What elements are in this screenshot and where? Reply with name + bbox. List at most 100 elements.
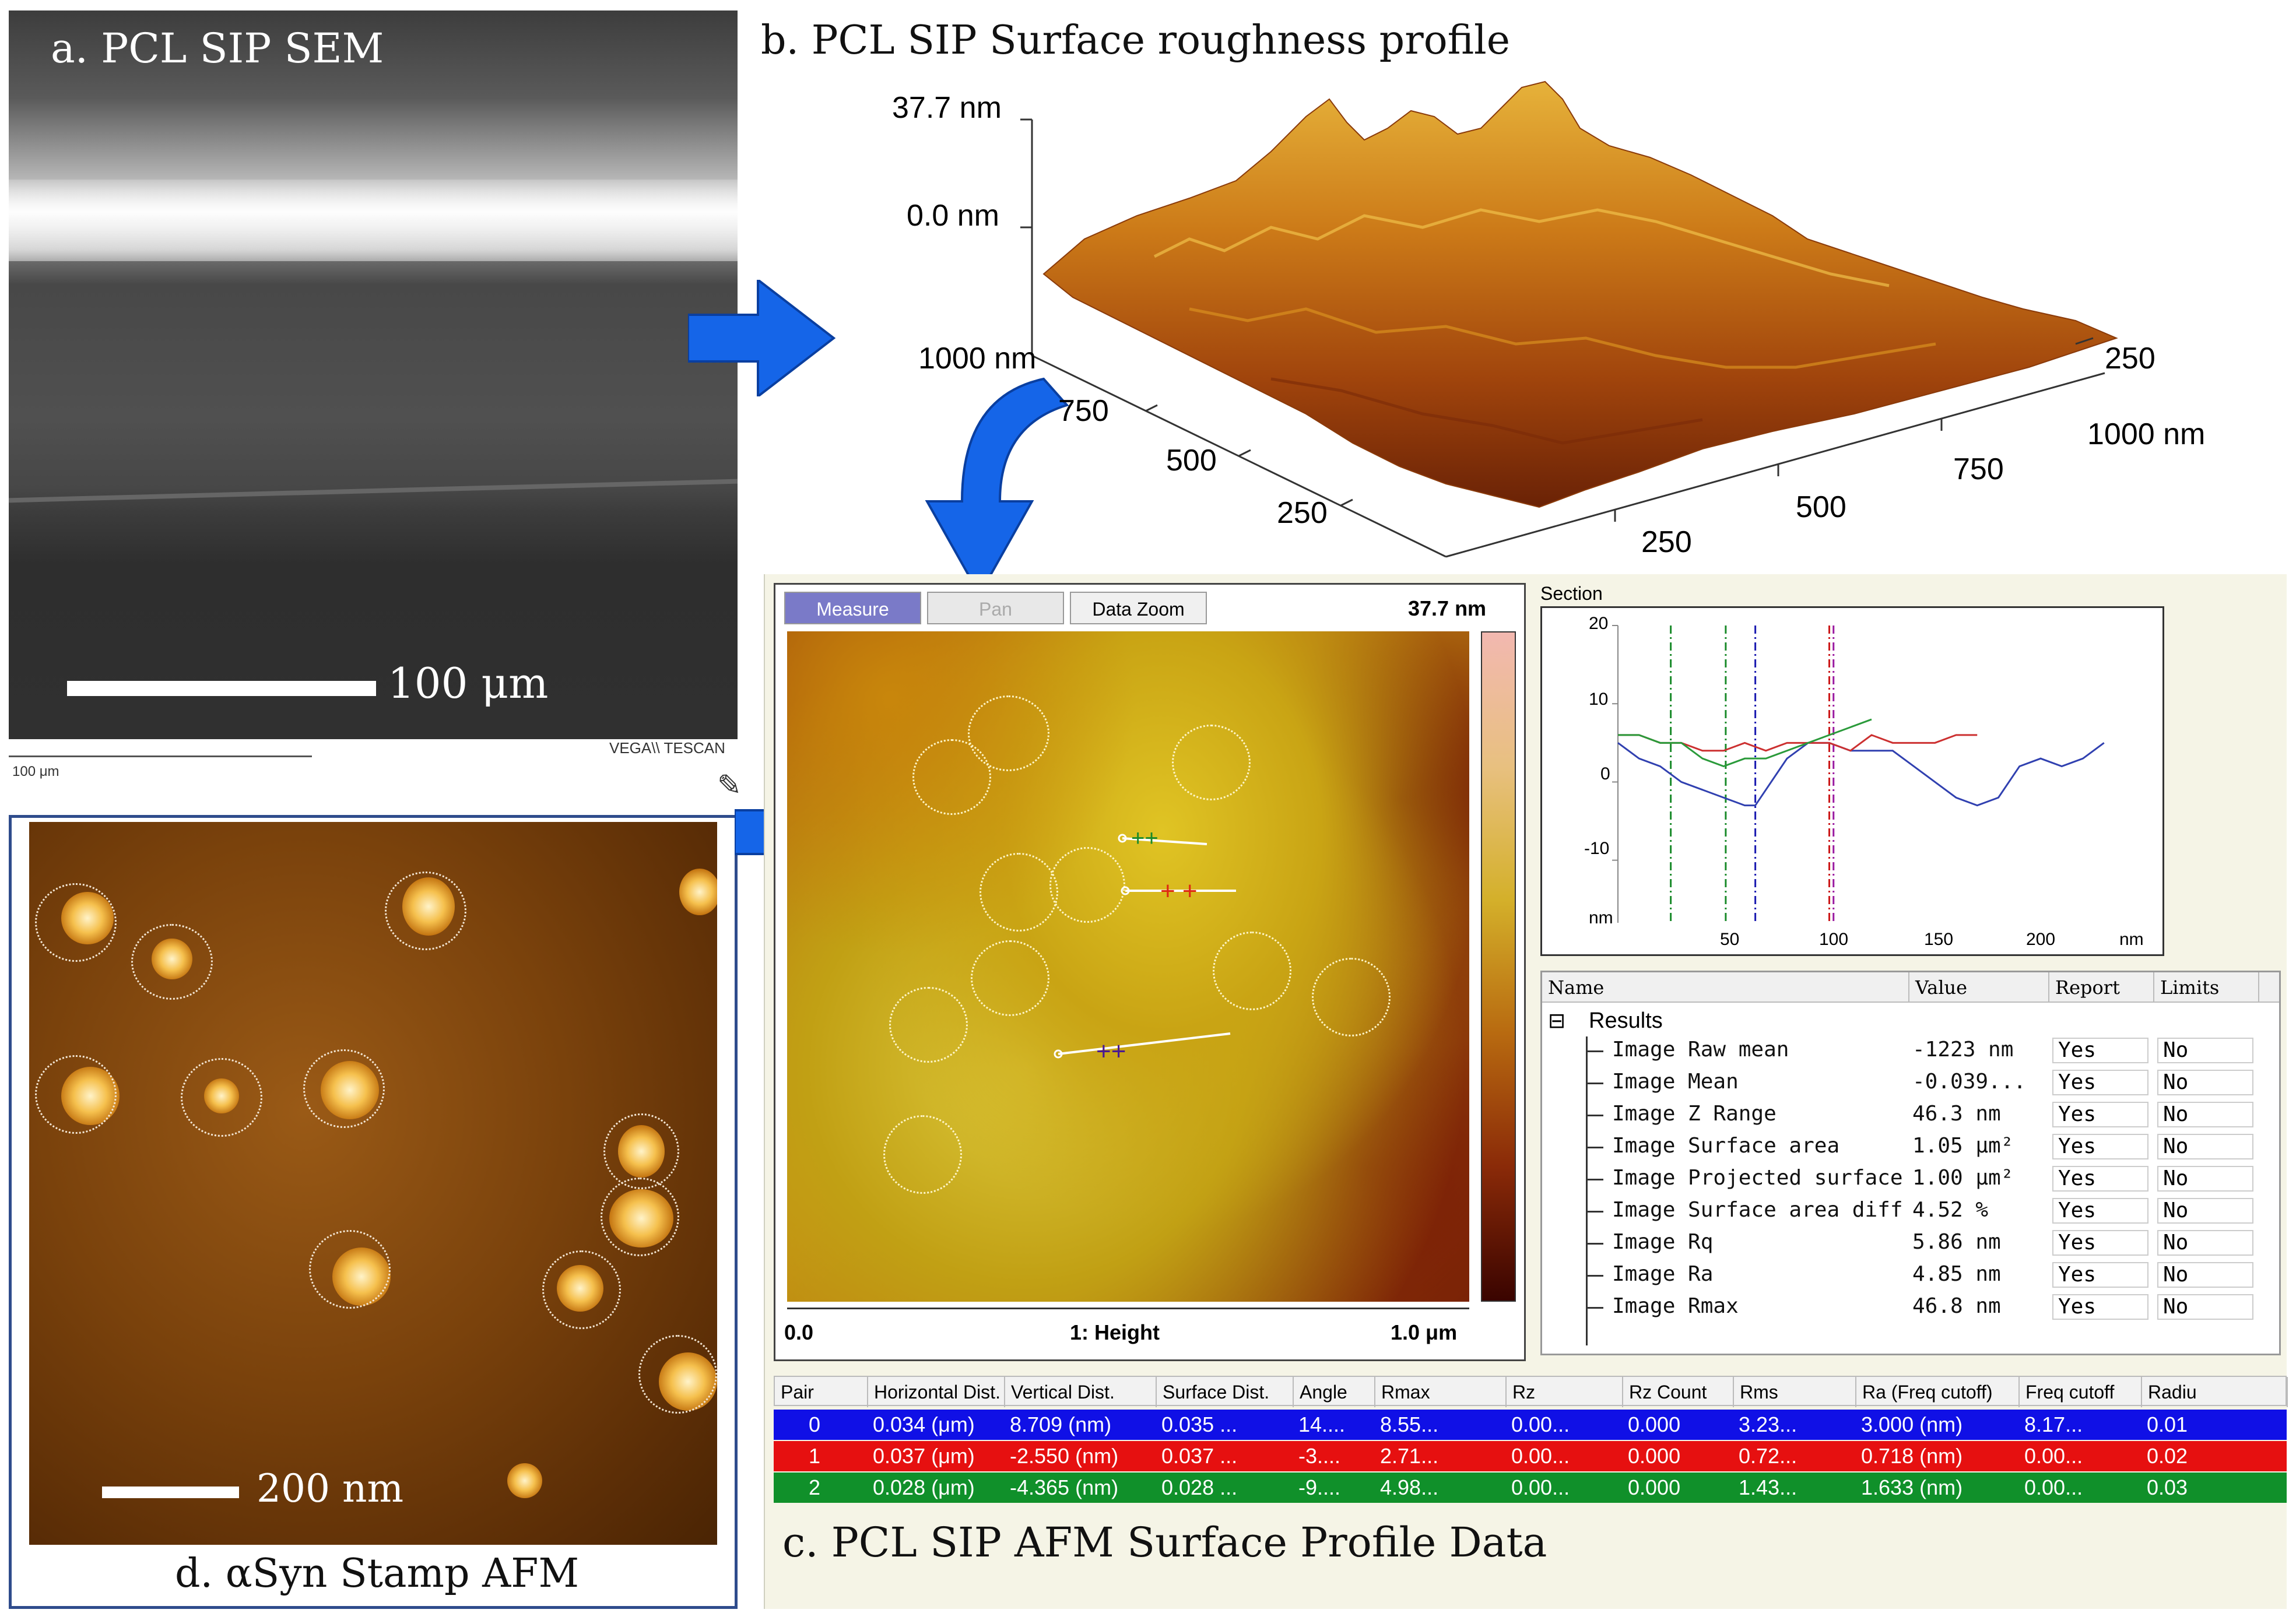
measurement-col-header[interactable]: Angle — [1294, 1377, 1375, 1407]
x-tick-label: 50 — [1720, 930, 1740, 949]
feature-circle — [889, 987, 968, 1063]
measurement-table: Pair Horizontal Dist. Vertical Dist. Surfac… — [774, 1376, 2288, 1504]
result-name: Image Raw mean — [1612, 1038, 1789, 1062]
result-report-cell[interactable]: Yes — [2052, 1134, 2148, 1159]
measurement-col-header[interactable]: Surface Dist. — [1157, 1377, 1294, 1407]
measure-button[interactable]: Measure — [784, 592, 921, 624]
particle-circle — [35, 1055, 117, 1134]
y-axis-label-500: 500 — [1166, 444, 1217, 477]
result-limits-cell[interactable]: No — [2157, 1230, 2253, 1256]
collapse-icon[interactable]: ⊟ — [1548, 1008, 1566, 1032]
result-limits-cell[interactable]: No — [2157, 1294, 2253, 1320]
tree-branch — [1586, 1275, 1603, 1277]
sem-footer-scale-label: 100 μm — [12, 764, 59, 779]
particle-circle — [303, 1049, 385, 1128]
results-col-name[interactable]: Name — [1542, 972, 1909, 1003]
sem-bright-band — [9, 180, 738, 261]
svg-text:+ +: + + — [1160, 877, 1198, 905]
y-tick-label: 20 — [1589, 614, 1609, 633]
result-limits-cell[interactable]: No — [2157, 1198, 2253, 1224]
measurement-cell: 0.028 (μm) — [873, 1475, 975, 1499]
measurement-col-header[interactable]: Radiu — [2142, 1377, 2288, 1407]
measurement-cell: 3.000 (nm) — [1861, 1412, 1963, 1436]
measurement-col-header[interactable]: Rz Count — [1623, 1377, 1734, 1407]
panel-c-caption: c. PCL SIP AFM Surface Profile Data — [782, 1519, 1547, 1566]
measurement-col-header[interactable]: Vertical Dist. — [1005, 1377, 1157, 1407]
measurement-row[interactable]: 1 0.037 (μm) -2.550 (nm) 0.037 ... -3.... 2.7… — [774, 1441, 2287, 1471]
tree-branch — [1586, 1307, 1603, 1309]
sem-image-panel: a. PCL SIP SEM 100 μm — [9, 10, 738, 739]
result-name: Image Projected surface a — [1612, 1166, 1904, 1190]
particle-circle — [181, 1058, 262, 1137]
result-value: 46.8 nm — [1912, 1294, 2001, 1318]
result-limits-cell[interactable]: No — [2157, 1262, 2253, 1288]
results-col-limits[interactable]: Limits — [2154, 972, 2259, 1003]
section-title: Section — [1540, 583, 1603, 604]
data-zoom-button[interactable]: Data Zoom — [1070, 592, 1207, 624]
result-limits-cell[interactable]: No — [2157, 1134, 2253, 1159]
measurement-col-header[interactable]: Freq cutoff — [2020, 1377, 2142, 1407]
measurement-col-header[interactable]: Ra (Freq cutoff) — [1856, 1377, 2020, 1407]
result-report-cell[interactable]: Yes — [2052, 1230, 2148, 1256]
afm-d-scale-label: 200 nm — [257, 1466, 404, 1511]
panel-a-caption: a. PCL SIP SEM — [51, 24, 384, 72]
measurement-col-header[interactable]: Horizontal Dist. — [868, 1377, 1005, 1407]
results-group-label: Results — [1589, 1008, 1663, 1033]
result-report-cell[interactable]: Yes — [2052, 1070, 2148, 1095]
particle — [507, 1463, 542, 1498]
result-limits-cell[interactable]: No — [2157, 1070, 2253, 1095]
measurement-cell: 8.55... — [1380, 1412, 1439, 1436]
results-col-report[interactable]: Report — [2049, 972, 2154, 1003]
result-value: -0.039... — [1912, 1070, 2027, 1094]
afm-software-panel: Measure Pan Data Zoom 37.7 nm ++ + + — [764, 574, 2288, 1609]
measurement-col-header[interactable]: Rmax — [1375, 1377, 1507, 1407]
result-limits-cell[interactable]: No — [2157, 1166, 2253, 1192]
sem-scale-label: 100 μm — [388, 659, 549, 708]
measurement-cell: 0.72... — [1739, 1444, 1798, 1468]
results-col-value[interactable]: Value — [1909, 972, 2049, 1003]
z-max-label: 37.7 nm — [1408, 596, 1487, 620]
measurement-cell: 0.035 ... — [1161, 1412, 1238, 1436]
result-limits-cell[interactable]: No — [2157, 1038, 2253, 1063]
result-report-cell[interactable]: Yes — [2052, 1294, 2148, 1320]
panel-d-caption: d. αSyn Stamp AFM — [175, 1551, 580, 1597]
result-report-cell[interactable]: Yes — [2052, 1166, 2148, 1192]
result-report-cell[interactable]: Yes — [2052, 1038, 2148, 1063]
section-plot-frame: 20 10 0 -10 nm 50 100 150 200 nm — [1540, 606, 2164, 956]
measurement-cell: -3.... — [1298, 1444, 1341, 1468]
measurement-cell: 2 — [809, 1475, 821, 1499]
measurement-col-header[interactable]: Pair — [775, 1377, 868, 1407]
pan-button[interactable]: Pan — [927, 592, 1064, 624]
result-name: Image Surface area differ — [1612, 1198, 1904, 1222]
section-plot-panel: Section 20 10 0 -10 nm 50 100 150 200 nm — [1540, 583, 2281, 959]
measurement-cell: 0.000 — [1628, 1412, 1681, 1436]
result-value: 4.52 % — [1912, 1198, 1989, 1222]
tree-branch — [1586, 1083, 1603, 1084]
measurement-row[interactable]: 0 0.034 (μm) 8.709 (nm) 0.035 ... 14.... 8.55… — [774, 1410, 2287, 1440]
asyn-afm-image: 200 nm — [29, 822, 717, 1545]
measurement-cell: 8.17... — [2024, 1412, 2083, 1436]
sem-footer: 100 μm VEGA\\ TESCAN ✎ — [9, 739, 742, 803]
sem-footer-ruler — [9, 745, 312, 757]
result-value: 5.86 nm — [1912, 1230, 2001, 1254]
measurement-cell: 4.98... — [1380, 1475, 1439, 1499]
measurement-cell: 0.034 (μm) — [873, 1412, 975, 1436]
x-axis-label-500: 500 — [1796, 490, 1846, 524]
measurement-cell: 0.01 — [2147, 1412, 2188, 1436]
tree-branch — [1586, 1243, 1603, 1245]
x-tick-label: 150 — [1924, 930, 1954, 949]
feature-circle — [971, 940, 1049, 1016]
result-report-cell[interactable]: Yes — [2052, 1102, 2148, 1127]
particle-circle — [542, 1250, 621, 1329]
result-report-cell[interactable]: Yes — [2052, 1262, 2148, 1288]
feature-circle — [912, 739, 991, 815]
feature-circle — [1049, 847, 1125, 923]
measurement-cell: 1 — [809, 1444, 821, 1468]
afm-height-map[interactable]: ++ + + ++ — [787, 631, 1469, 1302]
result-report-cell[interactable]: Yes — [2052, 1198, 2148, 1224]
result-limits-cell[interactable]: No — [2157, 1102, 2253, 1127]
measurement-col-header[interactable]: Rms — [1734, 1377, 1856, 1407]
measurement-row[interactable]: 2 0.028 (μm) -4.365 (nm) 0.028 ... -9.... 4.9… — [774, 1473, 2287, 1503]
feature-circle — [968, 695, 1049, 771]
measurement-col-header[interactable]: Rz — [1507, 1377, 1623, 1407]
